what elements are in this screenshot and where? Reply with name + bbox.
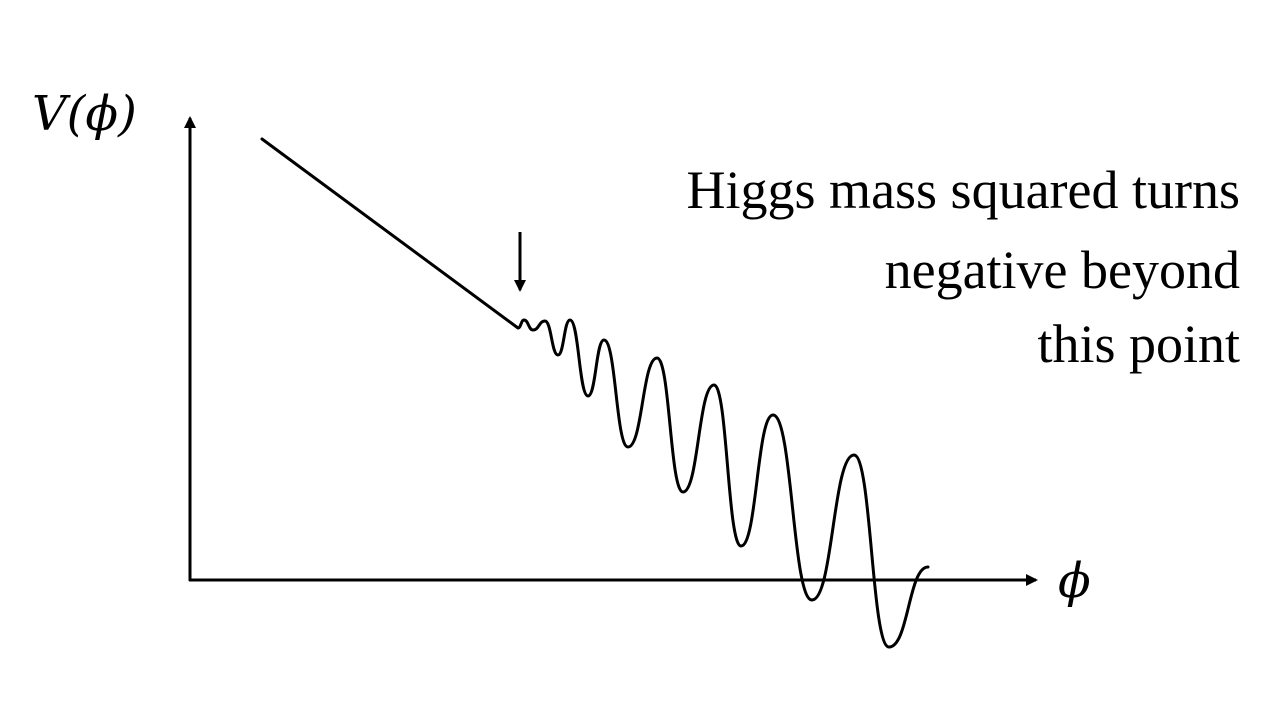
y-axis-label: V(ϕ) [32,86,137,142]
annotation-line-2: negative beyond [885,240,1240,300]
potential-curve [260,137,930,649]
annotation-line-3: this point [1037,314,1240,374]
x-axis-label: ϕ [1058,553,1091,609]
annotation-line-1: Higgs mass squared turns [687,160,1240,220]
